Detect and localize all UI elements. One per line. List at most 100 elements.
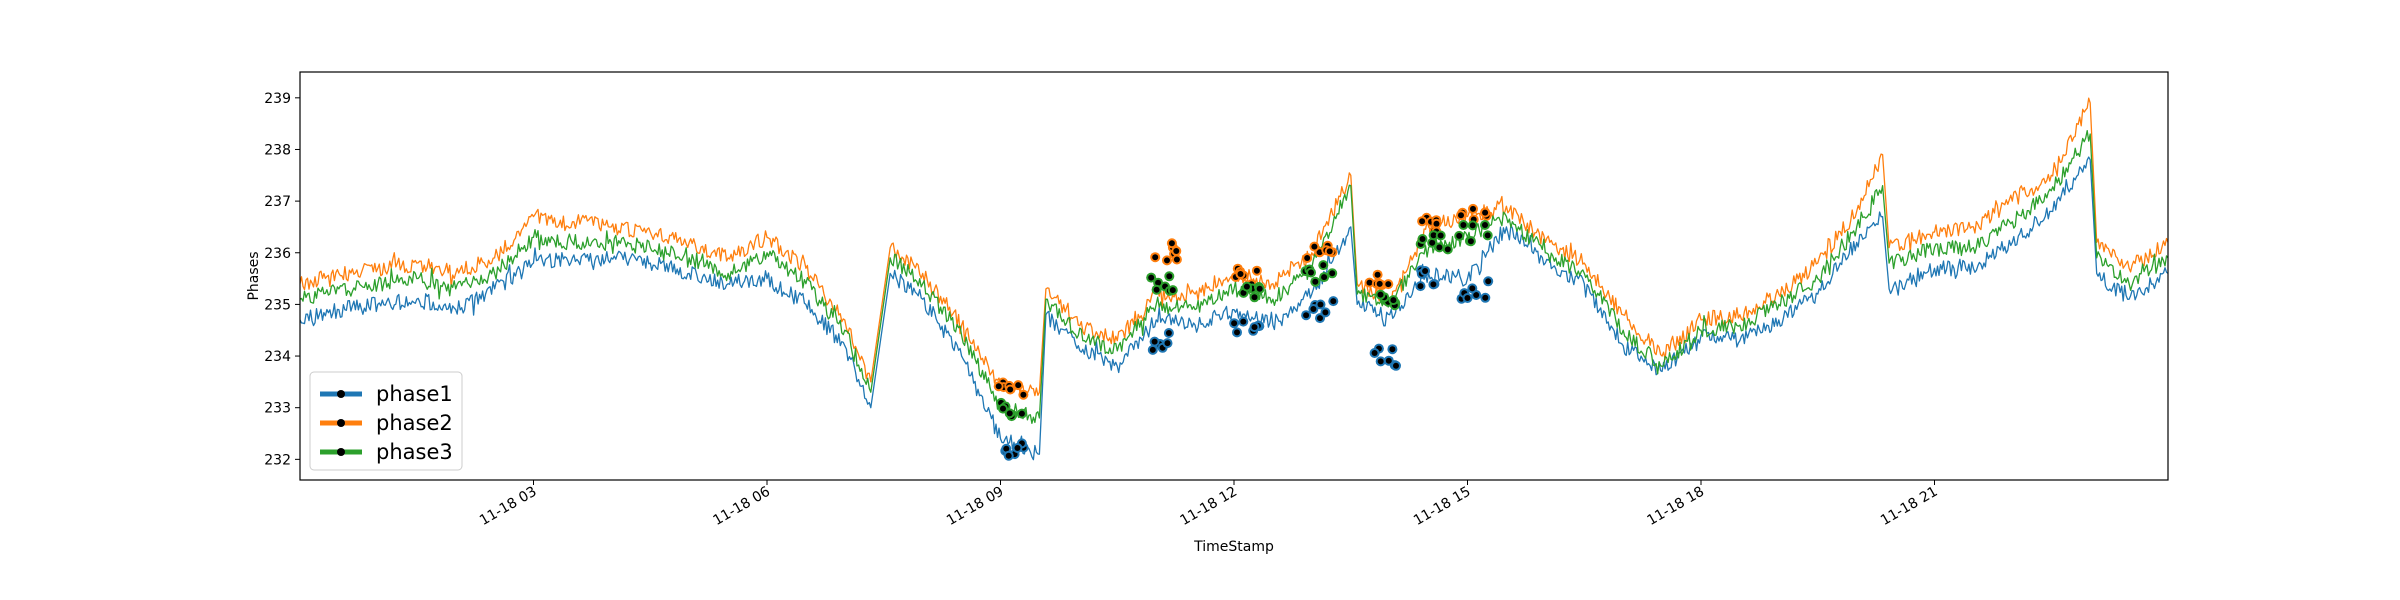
series-line-phase3 <box>300 129 2168 425</box>
marker-dot-center <box>1240 318 1247 325</box>
marker-phase1-4 <box>1369 343 1401 371</box>
marker-dot-center <box>1473 292 1480 298</box>
marker-dot-center <box>1376 280 1383 287</box>
marker-dot-center <box>1377 291 1384 298</box>
series-layer <box>300 97 2168 461</box>
marker-phase3-0 <box>996 397 1027 422</box>
marker-dot-center <box>1310 306 1317 312</box>
marker-dot-center <box>1312 278 1319 285</box>
marker-phase3-3 <box>1300 260 1338 287</box>
y-tick-label-232: 232 <box>264 452 291 468</box>
y-axis-title: Phases <box>246 251 262 300</box>
marker-dot-center <box>1164 257 1170 264</box>
marker-dot-center <box>1243 283 1250 290</box>
marker-dot-center <box>1234 329 1240 336</box>
marker-dot-center <box>1330 298 1337 305</box>
marker-dot-center <box>1317 315 1323 322</box>
marker-dot-center <box>1469 285 1476 292</box>
marker-dot-center <box>1304 255 1311 261</box>
marker-dot-center <box>1173 256 1180 263</box>
marker-dot-center <box>1467 238 1474 245</box>
marker-dot-center <box>1256 285 1263 292</box>
marker-dot-center <box>1385 357 1392 364</box>
marker-dot-center <box>1153 286 1160 293</box>
x-axis-title: TimeStamp <box>1193 539 1274 555</box>
marker-phase1-3 <box>1301 296 1339 324</box>
marker-dot-center <box>1482 209 1489 216</box>
marker-dot-center <box>1390 297 1397 304</box>
marker-dot-center <box>1482 222 1488 228</box>
marker-dot-center <box>1308 269 1314 276</box>
marker-dot-center <box>1014 445 1021 451</box>
marker-dot-center <box>1371 350 1378 356</box>
legend-marker-phase3 <box>337 448 345 456</box>
marker-dot-center <box>1456 232 1463 239</box>
legend-label-phase3: phase3 <box>376 440 453 464</box>
y-tick-label-236: 236 <box>264 246 291 262</box>
marker-dot-center <box>1469 222 1476 229</box>
marker-dot-center <box>1317 301 1324 308</box>
marker-dot-center <box>1151 338 1158 345</box>
marker-dot-center <box>1253 267 1260 274</box>
marker-dot-center <box>1231 320 1238 327</box>
marker-dot-center <box>1000 405 1006 412</box>
marker-phase1-2 <box>1229 316 1265 338</box>
legend-marker-phase1 <box>337 390 345 398</box>
marker-dot-center <box>995 383 1002 390</box>
marker-dot-center <box>1482 294 1489 301</box>
marker-dot-center <box>1433 220 1440 227</box>
marker-phase3-4 <box>1375 289 1401 311</box>
marker-phase1-1 <box>1147 328 1174 355</box>
marker-dot-center <box>1422 268 1429 274</box>
y-tick-label-235: 235 <box>264 297 291 313</box>
series-line-phase1 <box>300 156 2168 461</box>
marker-dot-center <box>1164 340 1171 347</box>
y-tick-label-238: 238 <box>264 142 291 158</box>
marker-dot-center <box>1485 278 1492 285</box>
legend-label-phase1: phase1 <box>376 382 453 406</box>
marker-dot-center <box>1389 346 1396 353</box>
marker-phase3-6 <box>1454 220 1493 247</box>
marker-dot-center <box>1007 386 1014 393</box>
marker-dot-center <box>1437 232 1444 239</box>
marker-dot-center <box>1326 248 1333 255</box>
marker-dot-center <box>1015 382 1022 389</box>
marker-dot-center <box>1251 294 1258 301</box>
marker-dot-center <box>1320 262 1327 269</box>
marker-dot-center <box>1460 222 1467 228</box>
marker-phase3-5 <box>1415 230 1453 255</box>
marker-dot-center <box>1321 274 1328 281</box>
marker-dot-center <box>1393 362 1399 369</box>
y-axis: 232 233 234 235 236 237 238 239 <box>264 91 300 468</box>
marker-dot-center <box>1430 281 1437 288</box>
legend: phase1 phase2 phase3 <box>309 371 463 471</box>
y-tick-label-239: 239 <box>264 91 291 107</box>
legend-marker-phase2 <box>337 419 345 427</box>
legend-label-phase2: phase2 <box>376 411 453 435</box>
marker-dot-center <box>1165 330 1172 336</box>
marker-dot-center <box>1018 410 1025 417</box>
marker-dot-center <box>1419 236 1426 242</box>
marker-dot-center <box>1006 410 1013 417</box>
marker-dot-center <box>1464 295 1471 301</box>
marker-dot-center <box>1311 243 1318 250</box>
marker-dot-center <box>1240 289 1247 296</box>
marker-dot-center <box>1377 358 1384 365</box>
marker-dot-center <box>1166 273 1173 280</box>
marker-dot-center <box>1484 232 1491 239</box>
marker-dot-center <box>1237 271 1244 277</box>
marker-dot-center <box>1316 249 1323 256</box>
marker-dot-center <box>1322 309 1329 316</box>
marker-dot-center <box>1005 452 1012 459</box>
marker-phase2-0 <box>993 377 1029 400</box>
marker-dot-center <box>1429 239 1436 246</box>
marker-dot-center <box>1470 205 1476 212</box>
marker-dot-center <box>1436 244 1443 251</box>
marker-phase2-2 <box>1230 263 1262 290</box>
marker-dot-center <box>1366 279 1373 286</box>
marker-dot-center <box>1168 240 1175 247</box>
y-tick-label-233: 233 <box>264 401 291 417</box>
marker-dot-center <box>1419 218 1426 225</box>
marker-dot-center <box>1444 246 1451 253</box>
